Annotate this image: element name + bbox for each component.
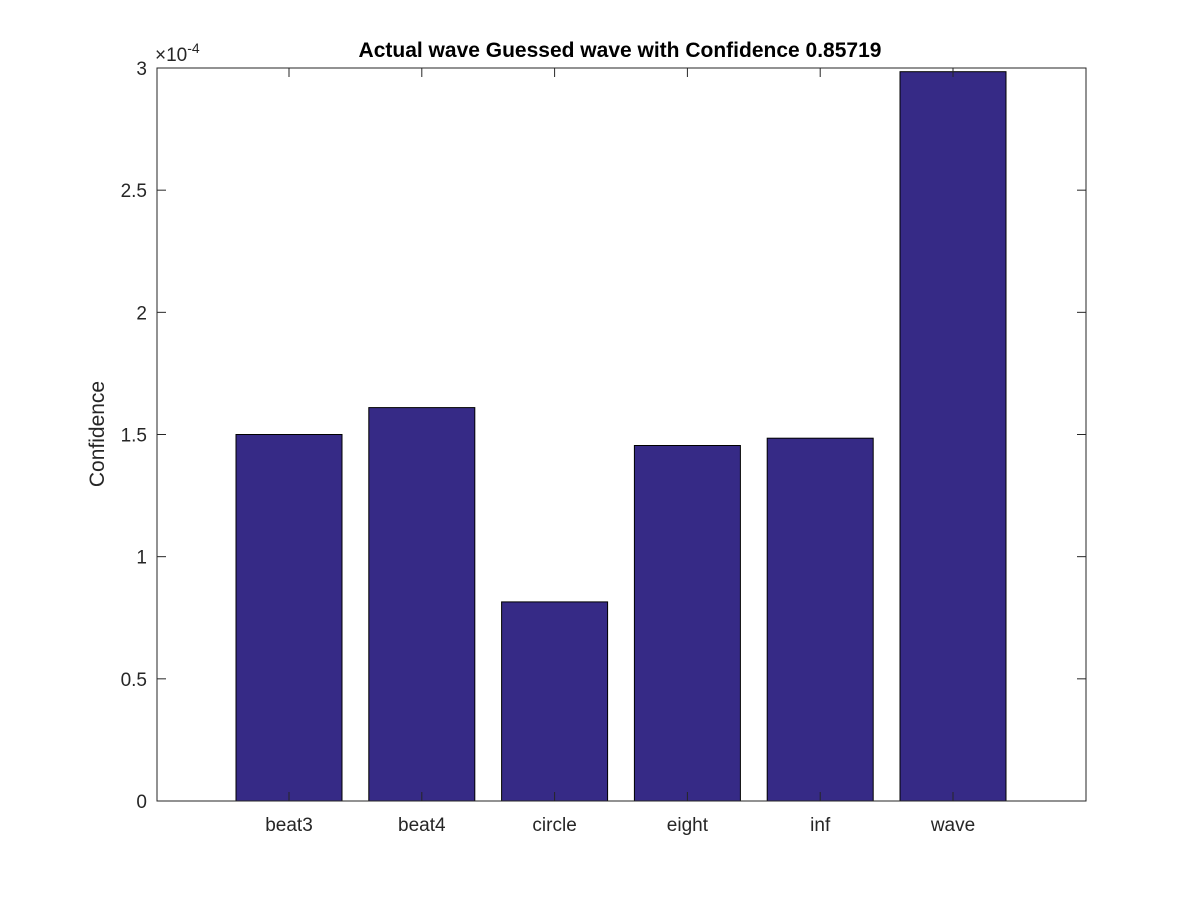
y-tick-label-4: 2 — [136, 303, 147, 324]
x-tick-label-beat3: beat3 — [265, 815, 313, 836]
y-exponent-power: -4 — [187, 40, 200, 56]
bar-circle — [501, 601, 609, 802]
bar-beat3 — [235, 434, 343, 802]
ticks-group — [157, 67, 1086, 802]
chart-title: Actual wave Guessed wave with Confidence… — [359, 39, 882, 62]
bar-inf — [766, 437, 874, 802]
y-tick-labels: 0 0.5 1 1.5 2 2.5 3 — [121, 59, 147, 813]
x-tick-label-beat4: beat4 — [398, 815, 446, 836]
x-tick-label-inf: inf — [810, 815, 831, 836]
y-tick-label-3: 1.5 — [121, 426, 147, 447]
y-tick-label-0: 0 — [136, 792, 147, 813]
y-tick-label-6: 3 — [136, 59, 147, 80]
bar-wave — [899, 71, 1007, 802]
x-tick-label-circle: circle — [532, 815, 576, 836]
y-exponent-multiplier: ×10-4 — [155, 40, 200, 66]
y-tick-label-5: 2.5 — [121, 181, 147, 202]
bar-eight — [633, 445, 741, 802]
x-tick-labels: beat3 beat4 circle eight inf wave — [265, 815, 975, 836]
y-tick-label-2: 1 — [136, 548, 147, 569]
y-tick-label-1: 0.5 — [121, 670, 147, 691]
bar-beat4 — [368, 407, 476, 802]
x-tick-label-wave: wave — [930, 815, 975, 836]
y-exponent-base: ×10 — [155, 45, 187, 66]
bars-group — [235, 71, 1007, 802]
x-tick-label-eight: eight — [667, 815, 709, 836]
y-axis-label: Confidence — [86, 381, 109, 487]
